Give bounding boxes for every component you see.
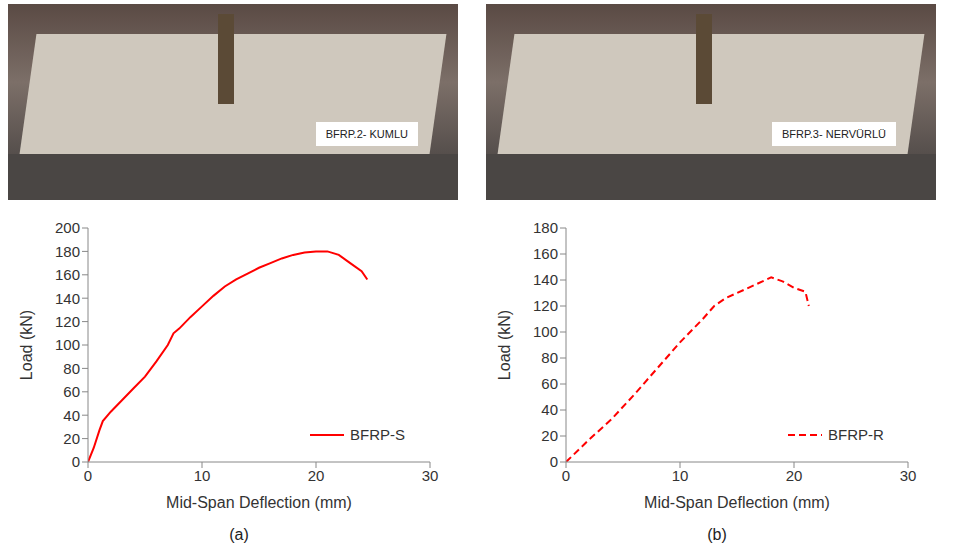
svg-text:80: 80	[541, 349, 558, 366]
svg-text:40: 40	[541, 401, 558, 418]
html-text:BFRP.3- NERVÜRLÜ: BFRP.3- NERVÜRLÜ	[781, 128, 886, 140]
svg-text:Load (kN): Load (kN)	[496, 310, 513, 380]
svg-text:100: 100	[533, 323, 558, 340]
svg-text:160: 160	[533, 245, 558, 262]
svg-text:30: 30	[900, 467, 917, 484]
svg-text:200: 200	[55, 219, 80, 236]
html-text:(b): (b)	[707, 526, 727, 543]
svg-text:60: 60	[541, 375, 558, 392]
svg-text:180: 180	[55, 243, 80, 260]
svg-text:Load (kN): Load (kN)	[18, 310, 35, 380]
svg-text:20: 20	[308, 467, 325, 484]
html-text:BFRP-R: BFRP-R	[828, 426, 884, 443]
html-text:(a): (a)	[229, 526, 249, 543]
html-text:BFRP-S: BFRP-S	[350, 426, 405, 443]
svg-text:80: 80	[63, 360, 80, 377]
svg-text:0: 0	[84, 467, 92, 484]
svg-text:20: 20	[541, 427, 558, 444]
svg-text:140: 140	[55, 290, 80, 307]
svg-text:120: 120	[533, 297, 558, 314]
svg-text:0: 0	[562, 467, 570, 484]
svg-text:120: 120	[55, 313, 80, 330]
svg-text:60: 60	[63, 383, 80, 400]
svg-text:40: 40	[63, 407, 80, 424]
svg-text:140: 140	[533, 271, 558, 288]
svg-text:10: 10	[672, 467, 689, 484]
svg-text:20: 20	[63, 430, 80, 447]
svg-text:0: 0	[72, 453, 80, 470]
html-text:BFRP.2- KUMLU: BFRP.2- KUMLU	[325, 128, 408, 140]
svg-text:20: 20	[786, 467, 803, 484]
svg-text:0: 0	[550, 453, 558, 470]
svg-text:160: 160	[55, 266, 80, 283]
svg-text:30: 30	[422, 467, 439, 484]
svg-text:100: 100	[55, 336, 80, 353]
svg-text:Mid-Span Deflection (mm): Mid-Span Deflection (mm)	[166, 494, 352, 511]
svg-text:180: 180	[533, 219, 558, 236]
svg-text:Mid-Span Deflection (mm): Mid-Span Deflection (mm)	[644, 494, 830, 511]
svg-text:10: 10	[194, 467, 211, 484]
